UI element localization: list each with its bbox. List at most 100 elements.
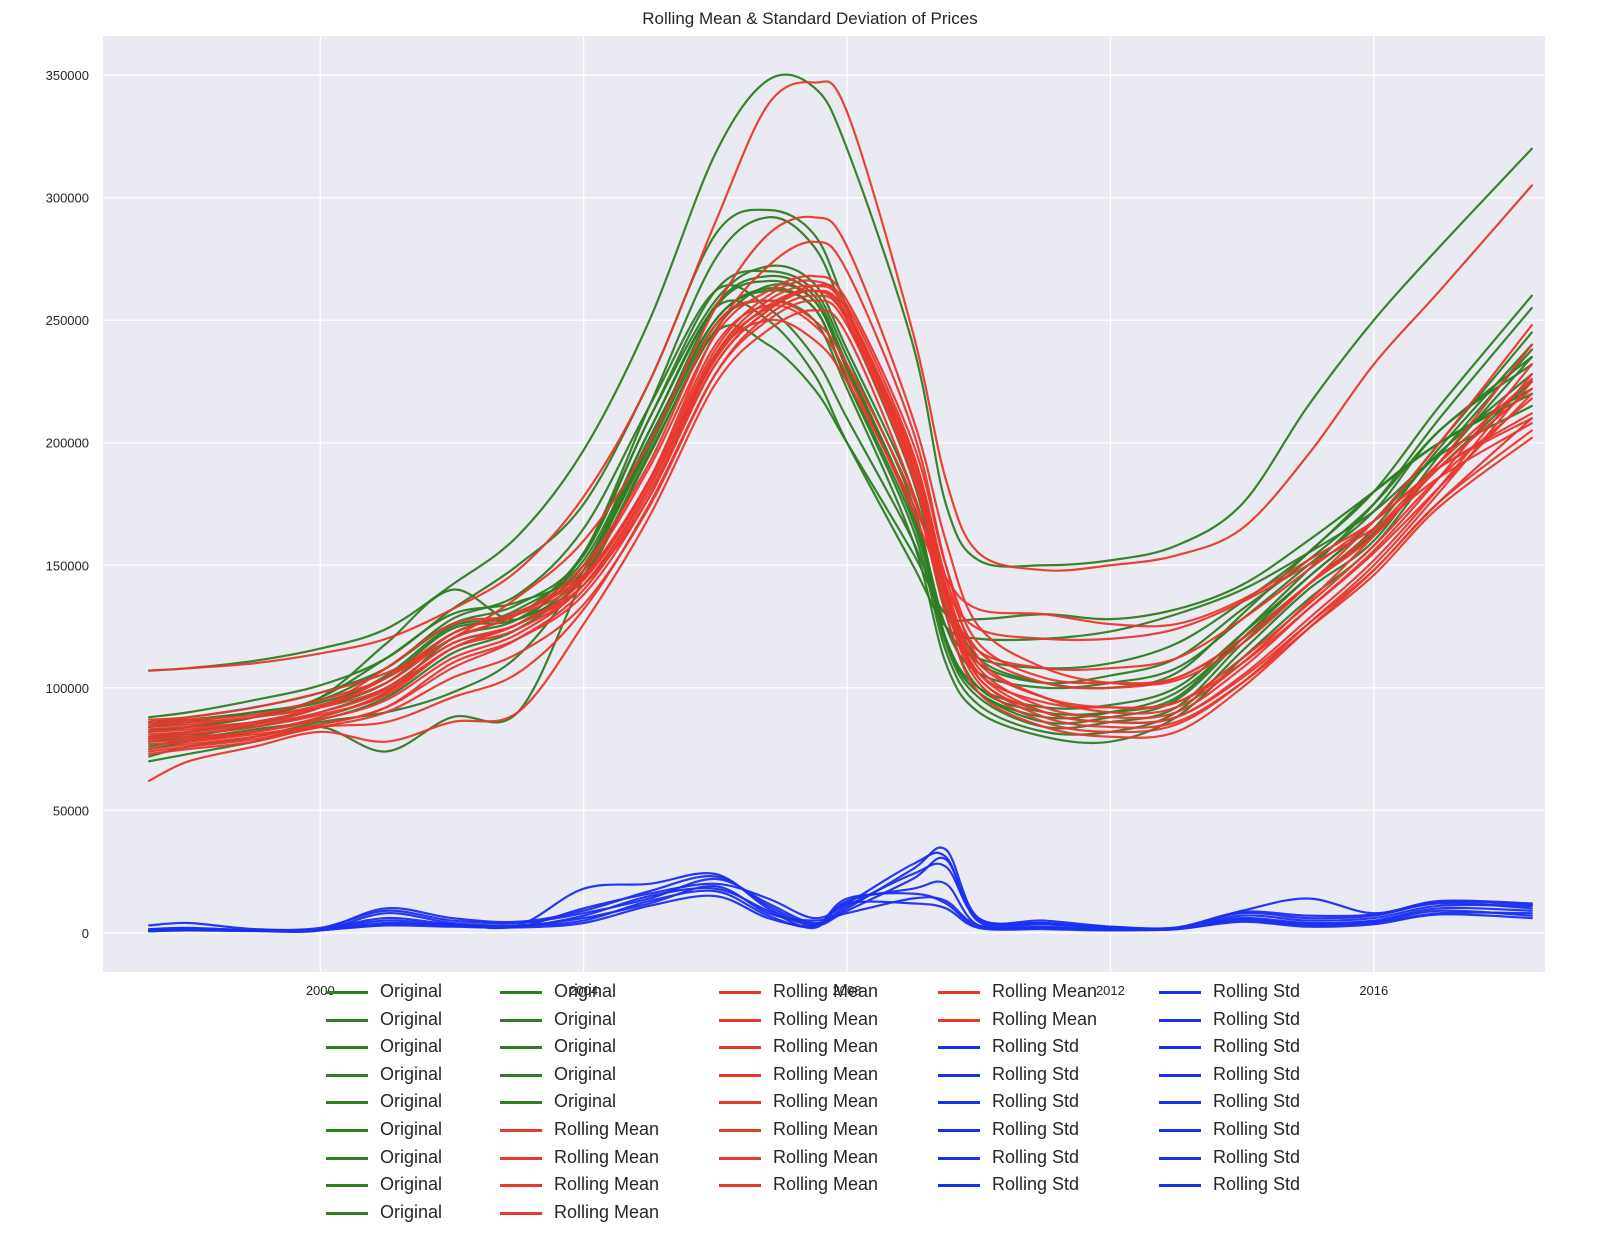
- legend-label: Original: [380, 1063, 443, 1084]
- legend-swatch: [938, 1018, 980, 1022]
- rolling-std-series-line-1: [147, 846, 1533, 932]
- legend-label: Rolling Mean: [554, 1119, 660, 1139]
- legend-label: Rolling Mean: [773, 1146, 879, 1167]
- legend-swatch: [500, 1129, 542, 1132]
- legend-swatch: [938, 1184, 980, 1188]
- legend-swatch: [719, 1018, 761, 1022]
- legend-swatch: [500, 1073, 542, 1077]
- rolling-std-series-line-5: [147, 885, 1533, 933]
- legend-label: Rolling Std: [1213, 1008, 1301, 1029]
- plot-area: [103, 36, 1545, 972]
- legend-swatch: [719, 1156, 761, 1160]
- rolling-std-series-line-6: [147, 862, 1533, 933]
- legend-label: Rolling Std: [992, 1119, 1080, 1139]
- y-tick-label: 150000: [46, 558, 89, 573]
- legend-swatch: [326, 1129, 368, 1132]
- legend-swatch: [326, 1018, 368, 1022]
- y-tick-label: 200000: [46, 436, 89, 451]
- legend-swatch: [1159, 1129, 1201, 1132]
- legend-swatch: [326, 1101, 368, 1105]
- legend-swatch: [938, 1129, 980, 1132]
- legend-label: Rolling Std: [992, 1036, 1080, 1057]
- series-lines: [147, 73, 1533, 933]
- legend-swatch: [500, 1046, 542, 1050]
- rolling-mean-series-line-14: [147, 274, 1533, 726]
- y-tick-label: 300000: [46, 191, 89, 206]
- legend-label: Rolling Std: [1213, 1063, 1301, 1084]
- legend-swatch: [938, 1073, 980, 1077]
- rolling-std-series-line-7: [147, 889, 1533, 932]
- legend-swatch: [500, 1018, 542, 1022]
- legend-label: Original: [380, 1201, 443, 1222]
- legend-swatch: [1159, 1018, 1201, 1022]
- legend-swatch: [1159, 1046, 1201, 1050]
- rolling-mean-series-line-16: [147, 294, 1533, 753]
- legend: Original Original Original Original Original…: [320, 978, 1340, 1234]
- legend-label: Original: [380, 1008, 443, 1029]
- legend-label: Rolling Mean: [992, 1008, 1098, 1029]
- legend-label: Rolling Std: [1213, 1091, 1301, 1112]
- legend-swatch: [938, 991, 980, 994]
- legend-swatch: [326, 1211, 368, 1215]
- legend-swatch: [326, 991, 368, 994]
- legend-swatch: [500, 1211, 542, 1215]
- y-axis-ticks: 0 50000 100000 150000 200000 250000 300000 3500…: [46, 68, 89, 941]
- legend-swatch: [500, 1184, 542, 1188]
- legend-swatch: [719, 1101, 761, 1105]
- legend-swatch: [326, 1046, 368, 1050]
- legend-label: Rolling Mean: [773, 1119, 879, 1139]
- legend-label: Rolling Mean: [773, 1063, 879, 1084]
- legend-label: Rolling Mean: [773, 1174, 879, 1195]
- x-tick-label: 2016: [1359, 983, 1388, 998]
- legend-label: Rolling Std: [1213, 1174, 1301, 1195]
- legend-label: Rolling Std: [992, 1091, 1080, 1112]
- x-tick-label: 2004: [569, 983, 598, 998]
- legend-label: Rolling Mean: [554, 1201, 660, 1222]
- legend-swatch: [500, 991, 542, 994]
- legend-label: Rolling Std: [992, 1174, 1080, 1195]
- x-axis-ticks: 2000 2004 2008 2012 2016: [306, 983, 1388, 998]
- legend-label: Rolling Mean: [773, 1008, 879, 1029]
- legend-label: Original: [554, 981, 617, 1001]
- legend-label: Rolling Std: [1213, 1119, 1301, 1139]
- y-tick-label: 0: [82, 926, 89, 941]
- legend-label: Rolling Mean: [773, 1091, 879, 1112]
- x-tick-label: 2000: [306, 983, 335, 998]
- original-series-line-10: [147, 299, 1533, 733]
- legend-label: Original: [380, 1036, 443, 1057]
- gridlines: [103, 36, 1545, 972]
- y-tick-label: 350000: [46, 68, 89, 83]
- legend-label: Original: [554, 1036, 617, 1057]
- rolling-mean-series-line-15: [147, 279, 1533, 736]
- legend-label: Original: [380, 1119, 443, 1139]
- legend-swatch: [500, 1101, 542, 1105]
- legend-label: Rolling Mean: [554, 1174, 660, 1195]
- legend-label: Rolling Mean: [773, 1036, 879, 1057]
- legend-swatch: [1159, 1073, 1201, 1077]
- legend-label: Original: [554, 1008, 617, 1029]
- legend-label: Rolling Std: [1213, 1146, 1301, 1167]
- y-tick-label: 100000: [46, 681, 89, 696]
- legend-label: Original: [380, 981, 443, 1001]
- y-tick-label: 250000: [46, 313, 89, 328]
- legend-swatch: [719, 1129, 761, 1132]
- legend-swatch: [938, 1101, 980, 1105]
- rolling-mean-series-line-3: [147, 240, 1533, 731]
- legend-swatch: [326, 1156, 368, 1160]
- rolling-mean-series-line-11: [147, 318, 1533, 729]
- legend-swatch: [719, 1073, 761, 1077]
- legend-swatch: [1159, 1184, 1201, 1188]
- x-tick-label: 2008: [833, 983, 862, 998]
- legend-label: Rolling Std: [1213, 981, 1301, 1001]
- rolling-mean-series-line-6: [147, 299, 1533, 756]
- legend-swatch: [500, 1156, 542, 1160]
- legend-swatch: [938, 1046, 980, 1050]
- legend-label: Original: [554, 1091, 617, 1112]
- legend-swatch: [1159, 1156, 1201, 1160]
- legend-swatch: [719, 1046, 761, 1050]
- legend-label: Original: [380, 1091, 443, 1112]
- rolling-mean-series-line-1: [147, 80, 1533, 672]
- legend-label: Rolling Std: [1213, 1036, 1301, 1057]
- legend-label: Rolling Mean: [992, 981, 1098, 1001]
